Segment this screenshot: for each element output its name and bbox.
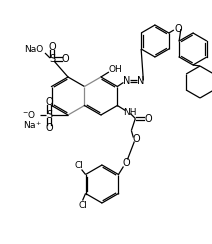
Text: NaO: NaO: [24, 44, 44, 53]
Text: Na$^{+}$: Na$^{+}$: [22, 119, 42, 131]
Text: OH: OH: [108, 65, 122, 74]
Text: O: O: [132, 134, 140, 144]
Text: $^{-}$O: $^{-}$O: [22, 110, 36, 121]
Text: O: O: [123, 157, 130, 167]
Text: O: O: [174, 24, 182, 34]
Text: Cl: Cl: [74, 161, 83, 170]
Text: O: O: [45, 97, 53, 107]
Text: O: O: [61, 54, 69, 64]
Text: N: N: [137, 75, 144, 85]
Text: O: O: [145, 113, 152, 123]
Text: S: S: [46, 110, 52, 120]
Text: Cl: Cl: [78, 201, 87, 210]
Text: S: S: [49, 54, 55, 64]
Text: N: N: [123, 75, 130, 85]
Text: O: O: [45, 123, 53, 133]
Text: O: O: [48, 42, 56, 52]
Text: NH: NH: [124, 108, 137, 117]
